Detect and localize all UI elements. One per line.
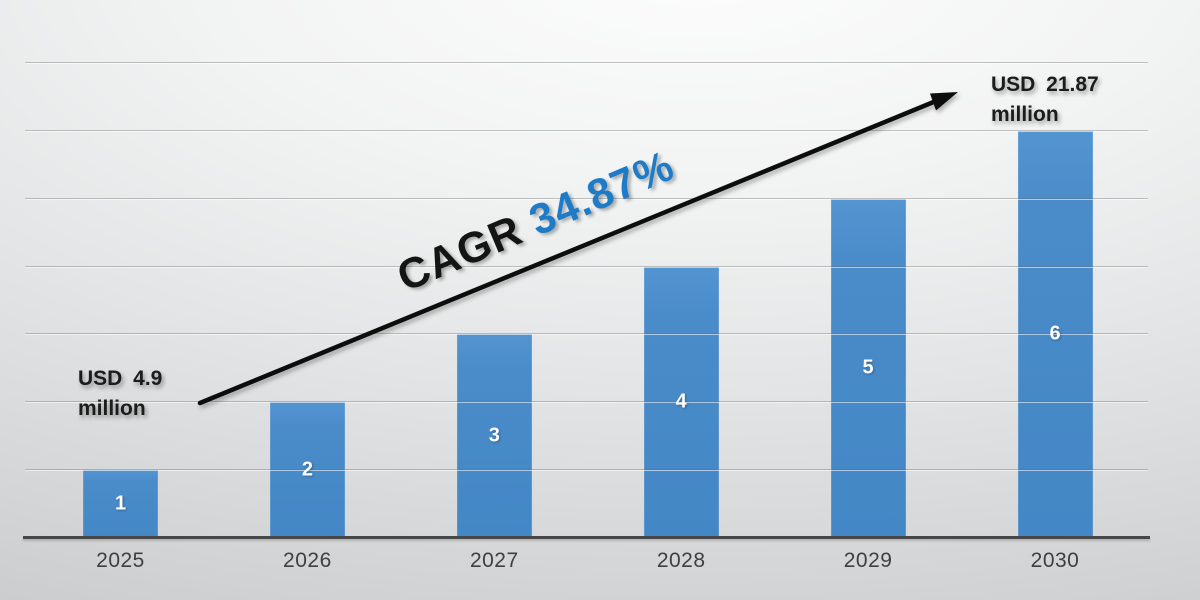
x-tick-label: 2028: [656, 549, 706, 572]
x-tick-label: 2027: [469, 549, 519, 572]
end-value-line1: USD 21.87: [991, 73, 1099, 96]
x-axis-line: [23, 536, 1150, 539]
end-value-annotation: USD 21.87 million: [991, 70, 1099, 130]
bar-value-label: 3: [488, 424, 500, 447]
end-value-line2: million: [991, 103, 1059, 126]
x-tick-label: 2025: [96, 549, 145, 572]
start-value-line1: USD 4.9: [78, 367, 163, 390]
start-value-line2: million: [78, 397, 146, 420]
start-value-annotation: USD 4.9 million: [78, 364, 162, 424]
x-tick-label: 2029: [843, 549, 893, 572]
bar: [83, 470, 158, 538]
x-tick-label: 2026: [283, 549, 332, 572]
bar-value-label: 5: [862, 356, 874, 379]
bar: [456, 334, 532, 538]
bar-value-label: 1: [114, 492, 127, 515]
bar: [830, 198, 906, 538]
x-tick-label: 2030: [1030, 549, 1080, 572]
